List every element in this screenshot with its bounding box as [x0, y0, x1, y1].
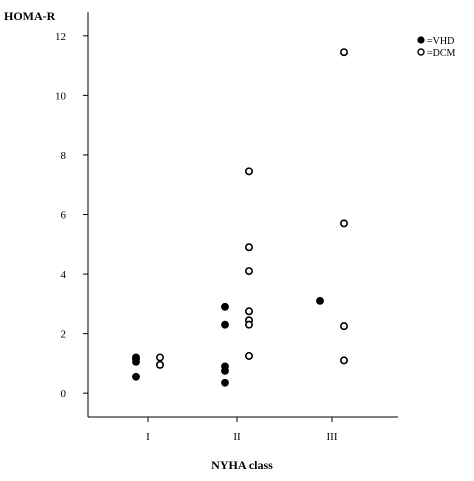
dcm-point	[245, 320, 254, 329]
y-tick-label: 2	[61, 329, 67, 341]
vhd-point	[221, 378, 229, 387]
data-points	[132, 48, 348, 387]
y-axis-ticks: 0 2 4 6 8 10 12	[55, 31, 88, 400]
y-tick-label: 0	[61, 388, 67, 400]
vhd-point	[132, 372, 140, 381]
dcm-point	[245, 267, 254, 276]
y-tick-label: 6	[61, 210, 67, 222]
y-tick-label: 8	[61, 150, 67, 162]
dcm-point	[245, 243, 254, 252]
dcm-point	[156, 360, 165, 369]
legend-label: =VHD	[427, 36, 454, 47]
dcm-point	[339, 322, 348, 331]
vhd-point	[132, 358, 140, 366]
legend-label: =DCM	[427, 48, 456, 59]
y-tick-label: 12	[55, 31, 66, 43]
x-tick-label: II	[233, 431, 241, 443]
x-tick-label: I	[146, 431, 150, 443]
dcm-point	[339, 356, 348, 365]
dcm-point	[245, 307, 254, 316]
vhd-point	[316, 296, 324, 305]
dcm-point	[156, 353, 165, 362]
x-tick-label: III	[327, 431, 338, 443]
legend-vhd-marker	[417, 36, 425, 44]
vhd-point	[221, 366, 229, 375]
legend: =VHD=DCM	[417, 36, 456, 59]
vhd-point	[221, 320, 229, 329]
vhd-point	[221, 302, 229, 311]
x-axis-title: NYHA class	[211, 458, 273, 472]
y-tick-label: 10	[55, 90, 67, 102]
dcm-point	[245, 351, 254, 360]
dcm-point	[245, 167, 254, 176]
dcm-point	[339, 219, 348, 228]
x-axis-ticks: I II III	[146, 417, 338, 443]
y-tick-label: 4	[61, 269, 67, 281]
y-axis-title: HOMA-R	[4, 9, 56, 23]
legend-dcm-marker	[417, 48, 425, 56]
dcm-point	[339, 48, 348, 57]
